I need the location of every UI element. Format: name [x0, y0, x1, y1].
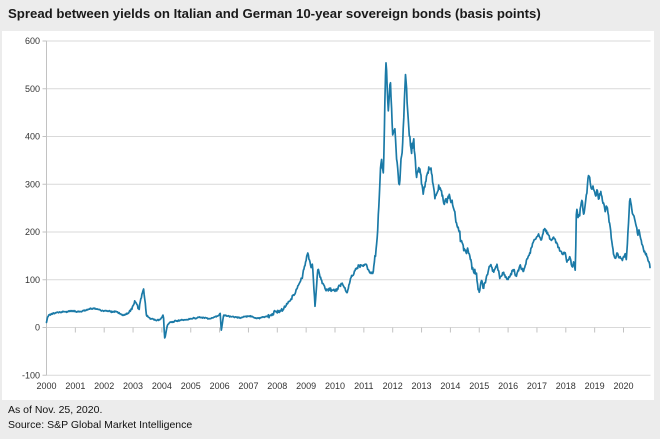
chart-panel	[2, 31, 654, 400]
x-tick-label: 2013	[412, 381, 432, 391]
footer-as-of-date: As of Nov. 25, 2020.	[8, 404, 103, 416]
x-tick-label: 2005	[181, 381, 201, 391]
x-tick-label: 2020	[613, 381, 633, 391]
y-tick-label: 100	[25, 275, 40, 285]
x-tick-label: 2002	[94, 381, 114, 391]
y-tick-label: 0	[35, 323, 40, 333]
x-tick-label: 2003	[123, 381, 143, 391]
y-tick-label: -100	[22, 370, 40, 380]
x-tick-label: 2009	[296, 381, 316, 391]
y-tick-label: 400	[25, 132, 40, 142]
chart-footer: As of Nov. 25, 2020. Source: S&P Global …	[8, 403, 652, 432]
y-tick-label: 300	[25, 179, 40, 189]
x-tick-label: 2019	[585, 381, 605, 391]
x-tick-label: 2010	[325, 381, 345, 391]
spread-data-line	[45, 62, 651, 339]
x-tick-label: 2017	[527, 381, 547, 391]
x-tick-label: 2007	[238, 381, 258, 391]
y-tick-label: 600	[25, 36, 40, 46]
y-tick-label: 500	[25, 84, 40, 94]
x-tick-label: 2012	[383, 381, 403, 391]
y-tick-label: 200	[25, 227, 40, 237]
footer-source: Source: S&P Global Market Intelligence	[8, 418, 193, 431]
x-tick-label: 2000	[36, 381, 56, 391]
x-tick-label: 2004	[152, 381, 172, 391]
x-tick-label: 2014	[440, 381, 460, 391]
x-tick-label: 2015	[469, 381, 489, 391]
x-tick-label: 2006	[210, 381, 230, 391]
x-tick-label: 2016	[498, 381, 518, 391]
chart-title: Spread between yields on Italian and Ger…	[8, 6, 541, 21]
x-tick-label: 2011	[354, 381, 373, 391]
x-tick-label: 2008	[267, 381, 287, 391]
x-tick-label: 2001	[65, 381, 85, 391]
x-tick-label: 2018	[556, 381, 576, 391]
